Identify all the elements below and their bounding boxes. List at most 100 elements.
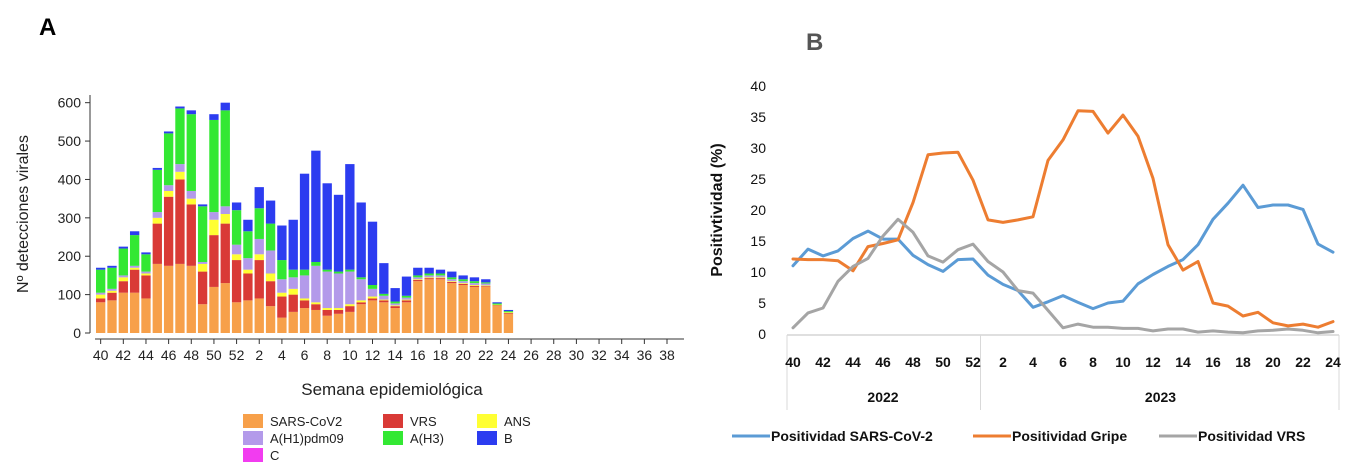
bar-a-h1-pdm09-week-51	[220, 206, 230, 214]
bar-vrs-week-10	[345, 306, 355, 312]
bar-a-h3-week-10	[345, 269, 355, 272]
x-tick-label: 50	[935, 354, 951, 370]
x-tick-label: 46	[875, 354, 891, 370]
bar-a-h1-pdm09-week-20	[458, 281, 468, 284]
bar-a-h3-week-24	[503, 311, 514, 313]
y-tick-label: 400	[58, 171, 82, 187]
bar-ans-week-14	[390, 305, 400, 307]
bar-a-h3-week-41	[107, 267, 117, 289]
year-group-label: 2022	[867, 389, 898, 405]
bar-sars-cov2-week-4	[277, 317, 287, 333]
bar-vrs-week-41	[107, 292, 117, 301]
bar-a-h3-week-46	[163, 133, 174, 186]
line-positividad-gripe	[791, 109, 1335, 329]
x-tick-label: 26	[523, 347, 539, 363]
bar-ans-week-10	[345, 304, 355, 307]
bar-a-h1-pdm09-week-15	[401, 297, 412, 300]
legend-swatch-vrs	[383, 414, 403, 428]
x-tick-label: 20	[455, 347, 471, 363]
x-tick-label: 2	[999, 354, 1007, 370]
bar-vrs-week-16	[413, 280, 423, 282]
bar-sars-cov2-week-11	[356, 304, 366, 333]
bar-sars-cov2-week-47	[175, 263, 185, 333]
bar-ans-week-7	[311, 302, 321, 305]
bar-sars-cov2-week-51	[220, 283, 230, 333]
legend-label-positividad-vrs: Positividad VRS	[1198, 428, 1305, 444]
bar-vrs-week-50	[209, 235, 219, 287]
bar-ans-week-44	[141, 273, 151, 276]
bar-vrs-week-7	[311, 304, 321, 310]
bar-a-h1-pdm09-week-44	[141, 271, 151, 274]
x-tick-label: 20	[1265, 354, 1281, 370]
bar-b-week-22	[481, 279, 491, 283]
bar-ans-week-12	[367, 296, 378, 299]
bar-b-week-24	[503, 309, 514, 312]
bar-b-week-4	[277, 225, 287, 261]
bar-sars-cov2-week-10	[345, 311, 355, 333]
x-tick-label: 22	[1295, 354, 1311, 370]
bar-a-h1-pdm09-week-13	[379, 295, 389, 300]
y-tick-label: 25	[750, 171, 766, 187]
legend-swatch-a-h1-pdm09	[243, 431, 263, 445]
x-tick-label: 8	[1089, 354, 1097, 370]
bar-ans-week-23	[492, 304, 502, 306]
bar-b-week-42	[118, 246, 128, 249]
bar-sars-cov2-week-44	[141, 298, 151, 333]
x-tick-label: 10	[342, 347, 358, 363]
bar-vrs-week-12	[367, 298, 378, 301]
x-tick-label: 30	[569, 347, 585, 363]
bar-a-h1-pdm09-week-1	[243, 258, 253, 270]
bar-ans-week-6	[299, 298, 310, 301]
bar-vrs-week-15	[401, 300, 412, 303]
bar-a-h3-week-23	[492, 303, 502, 305]
bar-ans-week-2	[254, 254, 264, 261]
legend-swatch-a-h3	[383, 431, 403, 445]
bar-vrs-week-2	[254, 260, 264, 299]
bar-a-h3-week-12	[367, 285, 378, 289]
bar-sars-cov2-week-21	[469, 286, 480, 333]
bar-vrs-week-42	[118, 281, 128, 293]
y-tick-label: 40	[750, 78, 766, 94]
x-tick-label: 4	[1029, 354, 1037, 370]
line-positividad-vrs	[791, 217, 1335, 335]
bar-a-h1-pdm09-week-50	[209, 212, 219, 220]
bar-ans-week-52	[231, 254, 242, 261]
bar-vrs-week-49	[197, 271, 208, 305]
bar-vrs-week-22	[481, 286, 491, 287]
y-tick-label: 300	[58, 210, 82, 226]
x-tick-label: 4	[278, 347, 286, 363]
bar-sars-cov2-week-42	[118, 292, 128, 333]
bar-a-h1-pdm09-week-43	[129, 265, 140, 268]
bar-vrs-week-40	[96, 298, 106, 303]
x-tick-label: 50	[206, 347, 222, 363]
bar-vrs-week-8	[322, 309, 332, 316]
bar-a-h1-pdm09-week-2	[254, 238, 264, 255]
bar-ans-week-17	[424, 277, 434, 279]
bar-vrs-week-13	[379, 300, 389, 303]
bar-a-h1-pdm09-week-45	[152, 212, 162, 218]
legend-swatch-sars-cov2	[243, 414, 263, 428]
bar-a-h3-week-49	[197, 206, 208, 262]
bar-ans-week-1	[243, 269, 253, 274]
bar-sars-cov2-week-46	[163, 265, 174, 333]
bar-sars-cov2-week-52	[231, 302, 242, 333]
bar-ans-week-15	[401, 299, 412, 301]
bar-b-week-47	[175, 106, 185, 109]
x-tick-label: 8	[323, 347, 331, 363]
bar-ans-week-48	[186, 198, 196, 205]
y-tick-label: 10	[750, 264, 766, 280]
bar-ans-week-42	[118, 277, 128, 282]
legend-label-sars-cov2: SARS-CoV2	[270, 414, 342, 429]
bar-a-h1-pdm09-week-7	[311, 265, 321, 303]
bar-vrs-week-48	[186, 204, 196, 266]
bar-b-week-21	[469, 277, 480, 282]
bar-sars-cov2-week-7	[311, 309, 321, 333]
bar-b-week-51	[220, 102, 230, 111]
bar-b-week-10	[345, 164, 355, 270]
bar-vrs-week-43	[129, 269, 140, 293]
bar-a-h3-week-17	[424, 273, 434, 276]
y-tick-label: 5	[758, 295, 766, 311]
bar-a-h3-week-18	[435, 273, 446, 276]
bar-b-week-13	[379, 263, 389, 294]
